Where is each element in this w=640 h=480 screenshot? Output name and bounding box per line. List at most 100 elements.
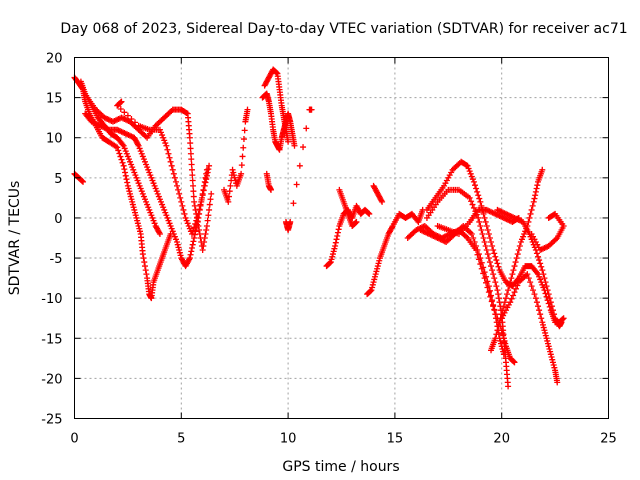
- data-point: [204, 217, 211, 224]
- data-point: [547, 351, 554, 358]
- data-point: [559, 315, 566, 322]
- data-point: [524, 271, 531, 278]
- data-point: [506, 283, 513, 290]
- plot-frame: [74, 57, 609, 419]
- data-point: [191, 202, 198, 209]
- data-point: [174, 239, 181, 246]
- data-point: [308, 106, 315, 113]
- data-point: [171, 233, 178, 240]
- data-point: [178, 198, 185, 205]
- data-point: [186, 256, 193, 263]
- data-point: [145, 166, 152, 173]
- data-point: [539, 319, 546, 326]
- data-point: [162, 209, 169, 216]
- data-point: [495, 323, 502, 330]
- series-trace-19: [423, 158, 567, 326]
- data-point: [122, 169, 129, 176]
- series-trace-15: [370, 182, 386, 205]
- data-point: [554, 379, 561, 386]
- data-point: [529, 202, 536, 209]
- data-point: [546, 214, 553, 221]
- data-point: [491, 250, 498, 257]
- data-point: [495, 291, 502, 298]
- y-tick-label: 15: [46, 92, 63, 107]
- data-point: [206, 201, 213, 208]
- data-point: [475, 256, 482, 263]
- data-point: [114, 102, 121, 109]
- data-point: [79, 178, 86, 185]
- y-tick-label: 20: [46, 52, 63, 67]
- data-point: [489, 297, 496, 304]
- data-point: [291, 142, 298, 149]
- data-point: [195, 222, 202, 229]
- data-point: [199, 247, 206, 254]
- data-point: [124, 153, 131, 160]
- y-tick-label: 0: [54, 212, 62, 227]
- data-point: [545, 343, 552, 350]
- data-point: [535, 271, 542, 278]
- data-point: [126, 188, 133, 195]
- data-point: [166, 154, 173, 161]
- data-point: [190, 188, 197, 195]
- data-point: [177, 252, 184, 259]
- data-point: [366, 210, 373, 217]
- data-point: [540, 324, 547, 331]
- data-point: [122, 148, 129, 155]
- data-point: [483, 279, 490, 286]
- data-point: [141, 196, 148, 203]
- data-point: [498, 343, 505, 350]
- data-point: [183, 217, 190, 224]
- data-point: [268, 186, 275, 193]
- data-point: [205, 212, 212, 219]
- data-point: [376, 257, 383, 264]
- series-trace-11: [282, 106, 315, 233]
- data-point: [531, 195, 538, 202]
- data-point: [334, 229, 341, 236]
- x-tick-label: 25: [600, 432, 617, 447]
- data-point: [130, 166, 137, 173]
- data-point: [541, 275, 548, 282]
- data-point: [476, 218, 483, 225]
- data-point: [488, 292, 495, 299]
- data-point: [536, 307, 543, 314]
- data-point: [480, 264, 487, 271]
- data-point: [538, 315, 545, 322]
- data-point: [470, 204, 477, 211]
- data-point: [515, 247, 522, 254]
- data-point: [129, 164, 136, 171]
- data-point: [544, 287, 551, 294]
- data-point: [153, 188, 160, 195]
- data-point: [486, 287, 493, 294]
- data-point: [507, 299, 514, 306]
- data-point: [139, 190, 146, 197]
- data-point: [168, 225, 175, 232]
- data-point: [466, 168, 473, 175]
- data-point: [463, 162, 470, 169]
- data-point: [165, 217, 172, 224]
- data-point: [534, 182, 541, 189]
- data-point: [329, 253, 336, 260]
- data-point: [486, 259, 493, 266]
- data-point: [133, 174, 140, 181]
- data-point: [143, 161, 150, 168]
- data-point: [203, 222, 210, 229]
- data-point: [138, 188, 145, 195]
- data-point: [510, 358, 517, 365]
- data-point: [542, 332, 549, 339]
- data-point: [542, 279, 549, 286]
- data-point: [186, 134, 193, 141]
- data-point: [548, 353, 555, 360]
- data-point: [469, 176, 476, 183]
- data-point: [539, 321, 546, 328]
- data-point: [499, 329, 506, 336]
- data-point: [239, 153, 246, 160]
- data-point: [474, 188, 481, 195]
- data-point: [478, 265, 485, 272]
- data-point: [203, 176, 210, 183]
- data-point: [177, 194, 184, 201]
- data-point: [207, 196, 214, 203]
- data-point: [192, 206, 199, 213]
- data-point: [465, 165, 472, 172]
- data-point: [189, 241, 196, 248]
- data-point: [146, 206, 153, 213]
